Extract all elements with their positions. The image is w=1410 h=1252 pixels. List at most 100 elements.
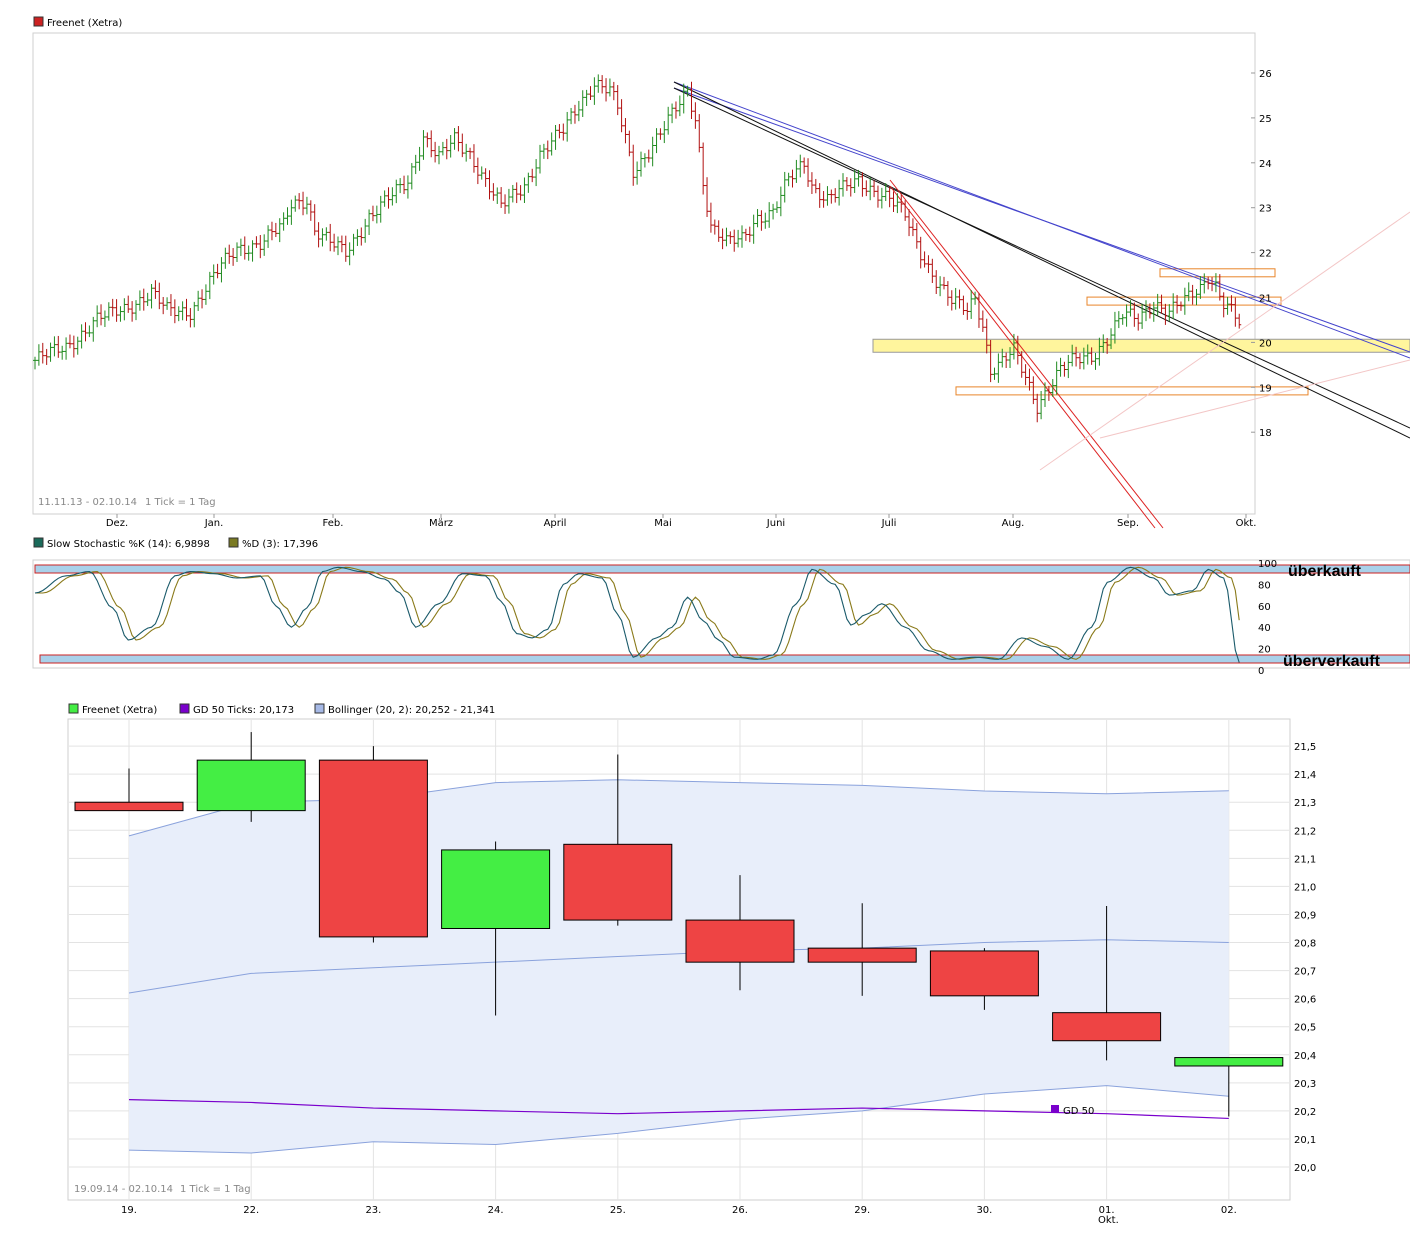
ohlc-bar — [429, 130, 434, 158]
ohlc-bar — [1210, 277, 1215, 292]
ohlc-bar — [689, 81, 694, 120]
ohlc-bar — [141, 288, 146, 311]
ohlc-bar — [740, 225, 744, 248]
ohlc-bar — [149, 284, 154, 309]
ohlc-bar — [421, 130, 426, 160]
ohlc-bar — [1182, 287, 1187, 315]
ohlc-bar — [514, 182, 519, 204]
ohlc-bar — [1233, 297, 1238, 327]
ohlc-bar — [848, 178, 853, 197]
ohlc-bar — [1015, 335, 1020, 365]
stoch-y-tick: 0 — [1258, 666, 1264, 677]
ohlc-bar — [1178, 301, 1183, 311]
candle — [74, 768, 184, 812]
ohlc-bar — [176, 306, 181, 322]
ohlc-bar — [106, 302, 111, 321]
price-x-tick: Juni — [766, 518, 785, 529]
candle-y-tick: 21,2 — [1294, 826, 1316, 837]
candle-x-tick: 25. — [610, 1205, 626, 1216]
ohlc-bar — [64, 337, 69, 360]
ohlc-bar — [891, 191, 896, 213]
candle — [685, 875, 795, 991]
ohlc-bar — [336, 236, 340, 256]
price-x-tick: Sep. — [1117, 518, 1139, 529]
ohlc-bar — [930, 258, 935, 284]
ohlc-bar — [293, 195, 298, 212]
ohlc-bar — [860, 172, 865, 197]
ohlc-bar — [374, 205, 379, 224]
ohlc-bar — [600, 75, 605, 94]
legend-gd50: GD 50 Ticks: 20,173 — [193, 705, 294, 716]
ohlc-bar — [677, 95, 682, 117]
candle — [196, 732, 306, 822]
candle-x-tick: 01. — [1099, 1205, 1115, 1216]
ohlc-bar — [48, 342, 53, 362]
price-x-tick: Aug. — [1002, 518, 1025, 529]
ohlc-bar — [87, 325, 92, 338]
ohlc-bar — [875, 185, 880, 208]
ohlc-bar — [642, 153, 647, 168]
ohlc-bar — [942, 276, 946, 290]
ohlc-bar — [934, 270, 939, 294]
ohlc-bar — [945, 281, 950, 306]
ohlc-bar — [238, 238, 243, 257]
ohlc-bar — [907, 209, 912, 237]
candles — [74, 732, 1284, 1117]
candle-y-tick: 20,9 — [1294, 910, 1316, 921]
candle-y-tick: 21,4 — [1294, 770, 1316, 781]
ohlc-bar — [203, 284, 208, 305]
ohlc-bar — [833, 188, 838, 203]
price-y-tick: 22 — [1259, 249, 1272, 260]
ohlc-bar — [701, 142, 706, 195]
ohlc-bar — [437, 145, 441, 165]
ohlc-bar — [914, 222, 919, 249]
ohlc-bar — [872, 180, 877, 198]
ohlc-bar — [99, 304, 104, 326]
ohlc-bar — [235, 242, 239, 262]
ohlc-bar — [281, 212, 286, 231]
ohlc-bar — [545, 140, 550, 160]
ohlc-bar — [91, 316, 96, 342]
candle-y-tick: 20,1 — [1294, 1135, 1316, 1146]
price-x-tick: April — [544, 518, 567, 529]
trendline — [889, 179, 1164, 529]
ohlc-bar — [973, 291, 978, 305]
ohlc-bar — [118, 306, 123, 322]
ohlc-bar — [266, 225, 271, 248]
candle-body — [807, 947, 917, 963]
ohlc-bar — [1004, 352, 1009, 368]
ohlc-bar — [285, 207, 290, 225]
stoch-k-line — [34, 566, 1240, 663]
candle-body — [441, 849, 551, 929]
legend-swatch-gd50 — [179, 703, 190, 714]
ohlc-bar — [1175, 294, 1180, 314]
ohlc-bar — [976, 292, 981, 328]
candle-x-tick: 26. — [732, 1205, 748, 1216]
candle-y-tick: 21,0 — [1294, 882, 1316, 893]
ohlc-bar — [538, 144, 542, 174]
ohlc-bar — [693, 102, 698, 129]
ohlc-bar — [351, 233, 356, 256]
ohlc-bar — [308, 200, 313, 221]
ohlc-bar — [452, 128, 457, 150]
candle — [563, 754, 673, 926]
ohlc-bar — [949, 290, 954, 311]
ohlc-bar — [584, 89, 589, 106]
ohlc-bar — [829, 189, 834, 204]
ohlc-bar — [553, 125, 558, 150]
ohlc-bar — [312, 204, 317, 236]
ohlc-bar — [1190, 284, 1195, 305]
ohlc-bar — [518, 185, 523, 201]
ohlc-bar — [864, 180, 869, 197]
ohlc-bar — [1097, 337, 1102, 366]
ohlc-bar — [83, 322, 88, 342]
ohlc-bar — [370, 205, 375, 222]
ohlc-bar — [1101, 334, 1106, 353]
ohlc-bar — [627, 130, 632, 157]
candle-x-tick: 23. — [365, 1205, 381, 1216]
ohlc-bar — [433, 141, 438, 163]
ohlc-bar — [1105, 337, 1110, 354]
ohlc-bar — [1093, 352, 1098, 370]
ohlc-bar — [475, 157, 480, 185]
ohlc-bar — [196, 290, 201, 311]
